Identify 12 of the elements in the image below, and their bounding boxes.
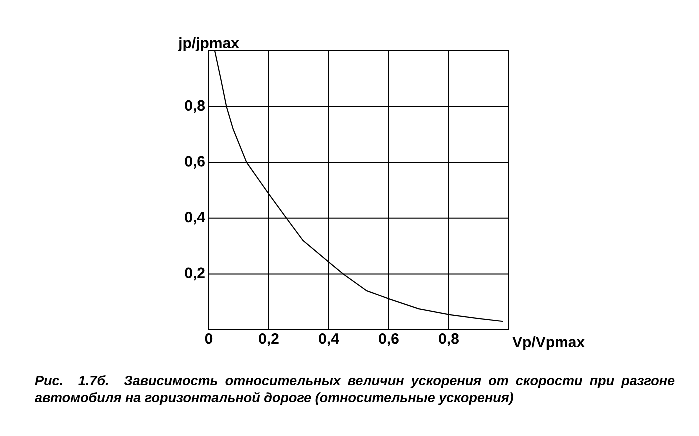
x-tick-label: 0,4: [319, 334, 340, 346]
y-tick-label: 0,2: [185, 268, 205, 281]
x-tick-label: 0: [205, 334, 213, 344]
y-tick-label: 0,6: [185, 156, 205, 169]
y-tick-label: 0,8: [185, 100, 206, 114]
y-tick-label: 0,4: [185, 212, 206, 225]
x-tick-label: 0,6: [379, 334, 399, 346]
x-axis-title: Vp/Vpmax: [512, 336, 585, 350]
text: Рис. 1.7б. Зависимость относительных величин ускорения от скорости при разгоне автомобиля на горизонтальной дороге (относительные ускорения): [35, 376, 675, 406]
x-tick-label: 0,2: [259, 334, 279, 346]
y-axis-title: jp/jpmax: [178, 37, 240, 52]
x-tick-label: 0,8: [439, 334, 459, 346]
